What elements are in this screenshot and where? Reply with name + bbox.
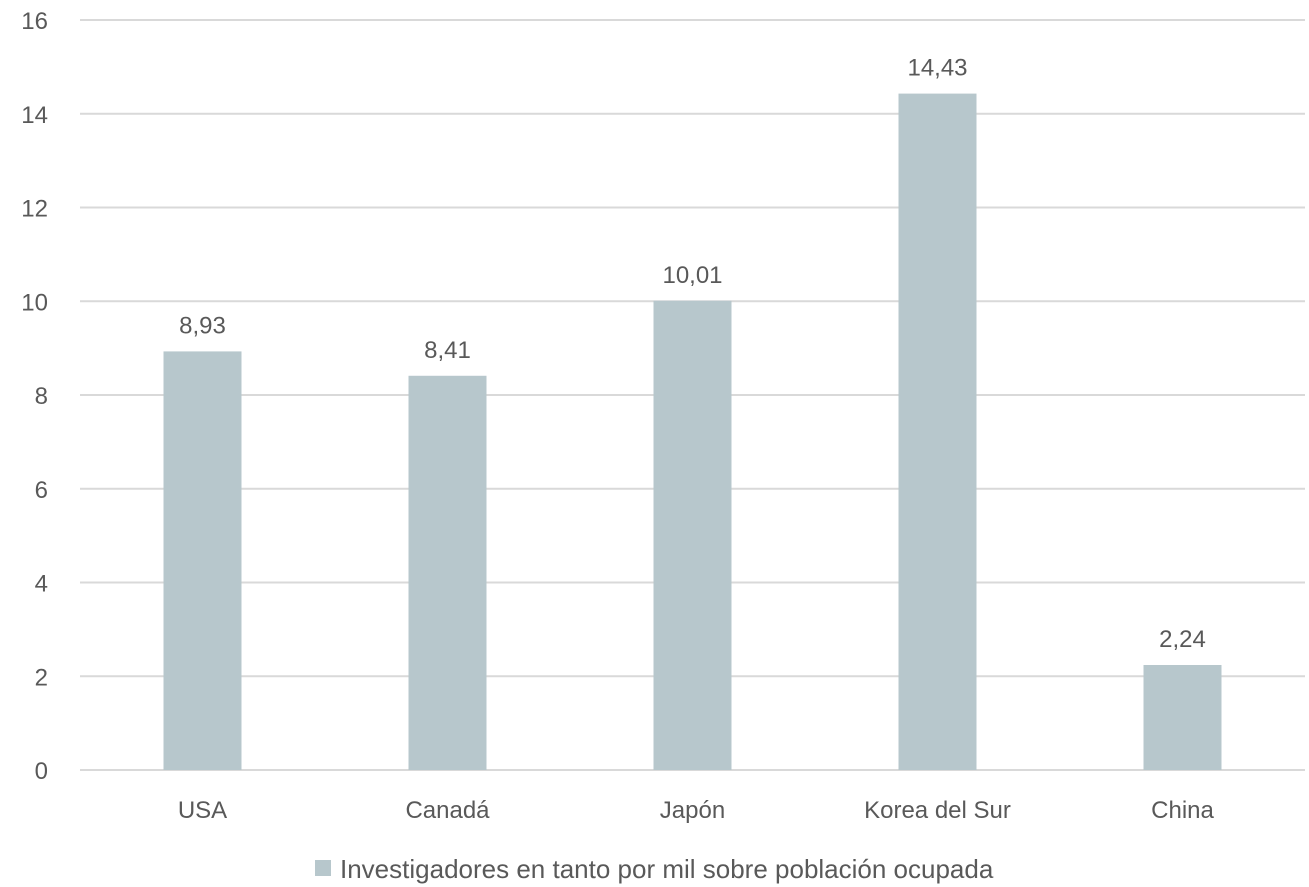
bar-japón bbox=[653, 300, 732, 770]
bar-canadá bbox=[408, 375, 487, 770]
data-label: 8,93 bbox=[179, 312, 226, 339]
x-category-label: USA bbox=[178, 797, 227, 824]
data-label: 2,24 bbox=[1159, 626, 1206, 653]
y-tick-label: 16 bbox=[21, 8, 48, 35]
x-category-label: Japón bbox=[660, 797, 725, 824]
legend-label: Investigadores en tanto por mil sobre po… bbox=[340, 854, 994, 884]
x-category-label: Canadá bbox=[405, 797, 490, 824]
y-tick-label: 10 bbox=[21, 289, 48, 316]
legend: Investigadores en tanto por mil sobre po… bbox=[315, 854, 994, 884]
bar-usa bbox=[163, 351, 242, 770]
bar-korea-del-sur bbox=[898, 93, 977, 770]
bar-china bbox=[1143, 665, 1222, 770]
x-category-label: China bbox=[1151, 797, 1214, 824]
legend-swatch bbox=[315, 860, 331, 876]
y-tick-label: 0 bbox=[35, 758, 48, 785]
y-tick-label: 14 bbox=[21, 102, 48, 129]
y-tick-label: 12 bbox=[21, 196, 48, 223]
y-tick-label: 4 bbox=[35, 571, 48, 598]
data-label: 10,01 bbox=[662, 262, 722, 289]
y-tick-label: 2 bbox=[35, 664, 48, 691]
y-axis-ticks: 0 2 4 6 8 10 12 14 16 bbox=[21, 8, 48, 785]
data-label: 8,41 bbox=[424, 337, 471, 364]
y-tick-label: 8 bbox=[35, 383, 48, 410]
bars bbox=[163, 93, 1222, 770]
x-axis-categories: USA Canadá Japón Korea del Sur China bbox=[178, 797, 1215, 824]
data-labels: 8,93 8,41 10,01 14,43 2,24 bbox=[179, 55, 1206, 653]
y-tick-label: 6 bbox=[35, 477, 48, 504]
x-category-label: Korea del Sur bbox=[864, 797, 1011, 824]
data-label: 14,43 bbox=[907, 55, 967, 82]
